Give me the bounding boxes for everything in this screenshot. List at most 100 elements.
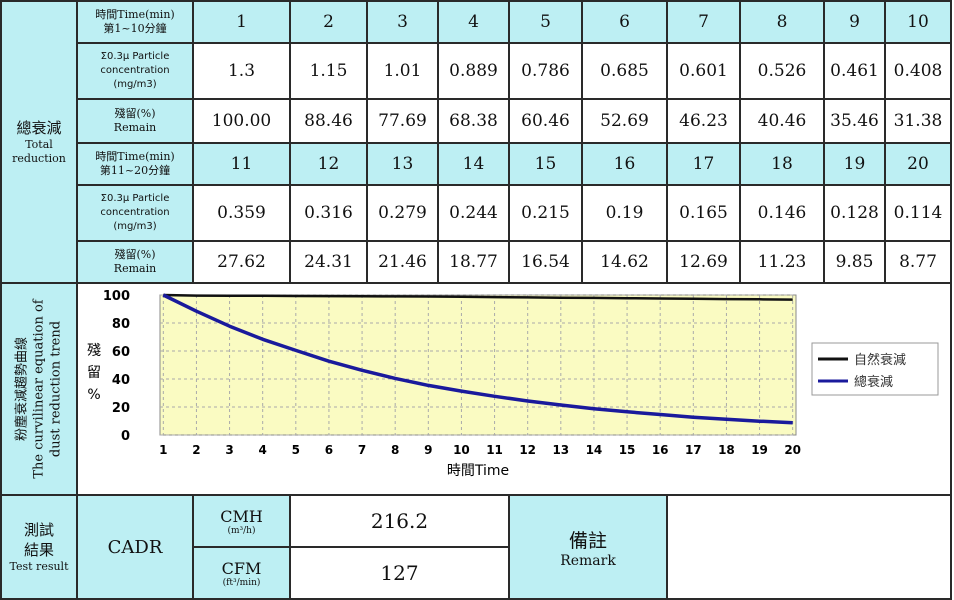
concentration-cell: 0.889 bbox=[437, 42, 510, 100]
remain-cell: 16.54 bbox=[508, 240, 583, 284]
x-tick-label: 4 bbox=[259, 443, 267, 457]
y-tick-label: 100 bbox=[103, 289, 130, 304]
time-cell: 2 bbox=[289, 0, 368, 44]
remain-cell: 100.00 bbox=[192, 98, 291, 144]
concentration-cell: 0.408 bbox=[884, 42, 952, 100]
total-reduction-label: 總衰減 Total reduction bbox=[0, 0, 78, 284]
remain-cell: 12.69 bbox=[666, 240, 741, 284]
x-tick-label: 3 bbox=[225, 443, 233, 457]
x-tick-label: 15 bbox=[619, 443, 636, 457]
time-cell: 20 bbox=[884, 142, 952, 186]
time-header-b: 時間Time(min) 第11~20分鐘 bbox=[76, 142, 194, 186]
concentration-cell: 0.461 bbox=[823, 42, 886, 100]
cfm-label: CFM (ft³/min) bbox=[192, 546, 291, 600]
x-tick-label: 2 bbox=[192, 443, 200, 457]
x-tick-label: 7 bbox=[358, 443, 366, 457]
time-cell: 13 bbox=[366, 142, 439, 186]
remain-cell: 21.46 bbox=[366, 240, 439, 284]
x-tick-label: 20 bbox=[784, 443, 801, 457]
x-tick-label: 17 bbox=[685, 443, 702, 457]
y-tick-label: 60 bbox=[112, 345, 130, 360]
y-axis-label: % bbox=[87, 387, 100, 403]
x-tick-label: 6 bbox=[325, 443, 333, 457]
concentration-header-a: Σ0.3μ Particle concentration (mg/m3) bbox=[76, 42, 194, 100]
concentration-cell: 0.316 bbox=[289, 184, 368, 242]
cmh-label: CMH (m³/h) bbox=[192, 494, 291, 548]
time-cell: 11 bbox=[192, 142, 291, 186]
y-tick-label: 40 bbox=[112, 373, 130, 388]
time-cell: 7 bbox=[666, 0, 741, 44]
remark-label: 備註 Remark bbox=[508, 494, 668, 600]
series-line bbox=[163, 293, 793, 301]
remain-cell: 46.23 bbox=[666, 98, 741, 144]
time-cell: 8 bbox=[739, 0, 825, 44]
chart-side-label: 粉塵衰減趨勢曲線 The curvilinear equation of dus… bbox=[0, 282, 78, 496]
remain-header-a: 殘留(%) Remain bbox=[76, 98, 194, 144]
time-cell: 10 bbox=[884, 0, 952, 44]
y-axis-label: 留 bbox=[87, 365, 101, 381]
remain-cell: 68.38 bbox=[437, 98, 510, 144]
x-tick-label: 8 bbox=[391, 443, 399, 457]
chart-cell: 0 20 40 60 80 100 1 2 3 4 5 6 7 8 9 10 11 12 13 14 15 16 17 18 1… bbox=[76, 282, 952, 496]
remain-cell: 9.85 bbox=[823, 240, 886, 284]
time-cell: 5 bbox=[508, 0, 583, 44]
time-cell: 1 bbox=[192, 0, 291, 44]
time-cell: 14 bbox=[437, 142, 510, 186]
remain-cell: 77.69 bbox=[366, 98, 439, 144]
cfm-value: 127 bbox=[289, 546, 510, 600]
x-axis-label: 時間Time bbox=[447, 463, 509, 479]
y-tick-label: 0 bbox=[121, 429, 130, 444]
remain-cell: 88.46 bbox=[289, 98, 368, 144]
time-cell: 4 bbox=[437, 0, 510, 44]
x-tick-label: 14 bbox=[586, 443, 603, 457]
concentration-cell: 0.19 bbox=[581, 184, 668, 242]
concentration-cell: 0.359 bbox=[192, 184, 291, 242]
time-cell: 12 bbox=[289, 142, 368, 186]
x-tick-label: 11 bbox=[486, 443, 503, 457]
y-tick-label: 80 bbox=[112, 317, 130, 332]
concentration-cell: 0.146 bbox=[739, 184, 825, 242]
time-cell: 15 bbox=[508, 142, 583, 186]
test-result-label: 測試 結果 Test result bbox=[0, 494, 78, 600]
remain-cell: 60.46 bbox=[508, 98, 583, 144]
legend-label: 總衰減 bbox=[854, 374, 893, 390]
x-tick-label: 12 bbox=[519, 443, 536, 457]
time-cell: 3 bbox=[366, 0, 439, 44]
remain-cell: 52.69 bbox=[581, 98, 668, 144]
remain-cell: 35.46 bbox=[823, 98, 886, 144]
time-cell: 16 bbox=[581, 142, 668, 186]
remain-cell: 31.38 bbox=[884, 98, 952, 144]
concentration-cell: 0.215 bbox=[508, 184, 583, 242]
concentration-header-b: Σ0.3μ Particle concentration (mg/m3) bbox=[76, 184, 194, 242]
x-tick-label: 9 bbox=[424, 443, 432, 457]
concentration-cell: 0.128 bbox=[823, 184, 886, 242]
x-tick-label: 10 bbox=[453, 443, 470, 457]
concentration-cell: 0.279 bbox=[366, 184, 439, 242]
remain-cell: 24.31 bbox=[289, 240, 368, 284]
y-axis-label: 殘 bbox=[87, 342, 101, 359]
remain-cell: 27.62 bbox=[192, 240, 291, 284]
cmh-value: 216.2 bbox=[289, 494, 510, 548]
remain-header-b: 殘留(%) Remain bbox=[76, 240, 194, 284]
legend-box bbox=[811, 342, 939, 396]
time-cell: 6 bbox=[581, 0, 668, 44]
series-line bbox=[162, 293, 793, 425]
x-tick-label: 1 bbox=[159, 443, 167, 457]
concentration-cell: 0.786 bbox=[508, 42, 583, 100]
y-tick-label: 20 bbox=[112, 401, 130, 416]
time-header-a: 時間Time(min) 第1~10分鐘 bbox=[76, 0, 194, 44]
time-cell: 19 bbox=[823, 142, 886, 186]
time-cell: 9 bbox=[823, 0, 886, 44]
remain-cell: 14.62 bbox=[581, 240, 668, 284]
cadr-label: CADR bbox=[76, 494, 194, 600]
concentration-cell: 0.114 bbox=[884, 184, 952, 242]
remark-value bbox=[666, 494, 952, 600]
x-tick-label: 13 bbox=[552, 443, 569, 457]
plot-area bbox=[159, 294, 797, 436]
remain-cell: 40.46 bbox=[739, 98, 825, 144]
concentration-cell: 0.165 bbox=[666, 184, 741, 242]
x-tick-label: 5 bbox=[292, 443, 300, 457]
x-tick-label: 18 bbox=[718, 443, 735, 457]
